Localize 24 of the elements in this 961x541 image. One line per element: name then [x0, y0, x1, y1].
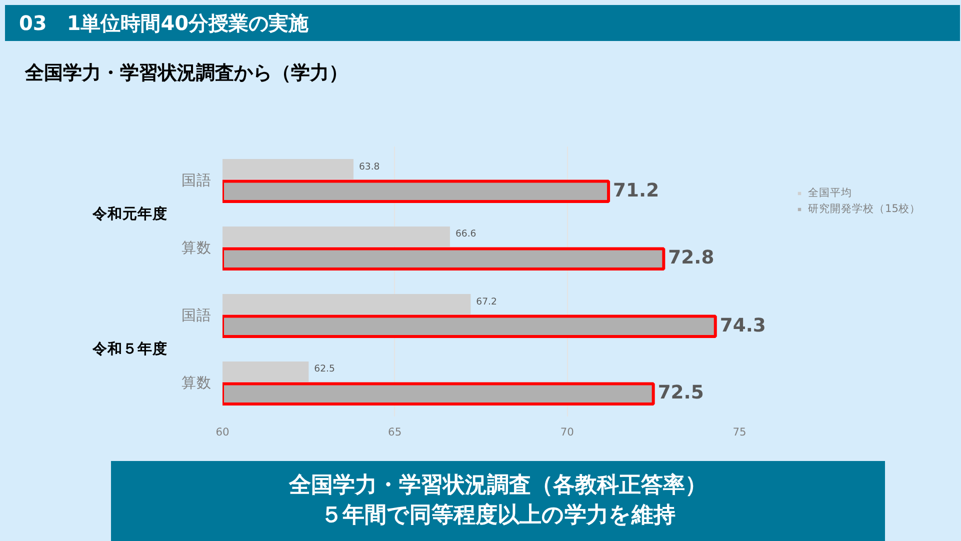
text: ５年間で同等程度以上の学力を維持	[320, 503, 676, 528]
x-tick-label: 70	[560, 426, 574, 438]
data-label: 72.5	[658, 382, 704, 404]
x-tick-label: 75	[732, 426, 746, 438]
data-label: 71.2	[613, 180, 660, 202]
data-label: 72.8	[668, 248, 714, 269]
legend-label: 研究開発学校（15校）	[808, 202, 921, 216]
data-label: 66.6	[455, 228, 476, 240]
text: 令和元年度	[92, 204, 168, 222]
data-label: 67.2	[476, 296, 497, 308]
y-tick-label: 算数	[182, 374, 212, 392]
text: 令和５年度	[92, 340, 168, 358]
text: 全国学力・学習状況調査（各教科正答率）	[289, 473, 707, 498]
chart-title: 03 1単位時間40分授業の実施	[19, 10, 309, 37]
data-label: 62.5	[314, 364, 335, 375]
y-tick-label: 国語	[182, 306, 212, 324]
x-tick-label: 65	[388, 426, 402, 438]
y-tick-label: 国語	[182, 172, 212, 189]
data-label: 74.3	[720, 315, 766, 336]
data-label: 63.8	[358, 161, 380, 172]
x-tick-label: 60	[216, 426, 230, 438]
legend-label: 全国平均	[808, 186, 852, 200]
y-tick-label: 算数	[182, 239, 212, 256]
chart-subtitle: 全国学力・学習状況調査から（学力）	[25, 61, 348, 86]
